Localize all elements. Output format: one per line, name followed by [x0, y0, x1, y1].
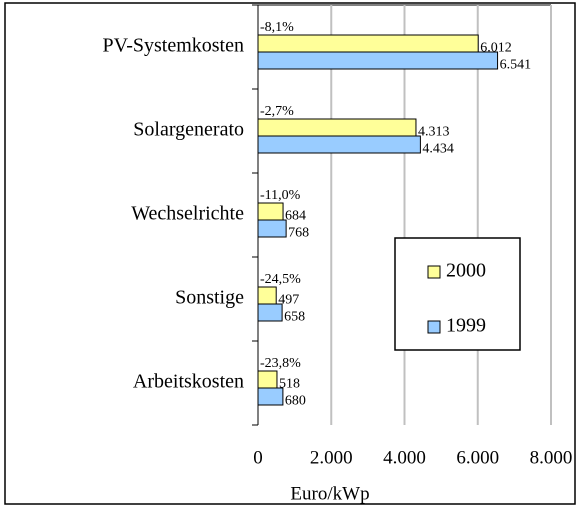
bar	[257, 219, 287, 238]
x-tick-label: 8.000	[530, 447, 573, 468]
x-tick-label: 4.000	[383, 447, 426, 468]
annotation: -11,0%	[260, 188, 301, 203]
y-tick-label: Solargenerato	[133, 119, 244, 141]
value-label: 680	[285, 394, 306, 409]
legend-label: 1999	[446, 315, 486, 337]
value-label: 4.313	[418, 125, 450, 140]
bar	[257, 387, 284, 406]
legend-box	[394, 237, 521, 351]
bar	[257, 51, 499, 70]
annotation: -23,8%	[260, 356, 301, 371]
bar	[257, 135, 421, 154]
x-axis-label: Euro/kWp	[290, 483, 369, 504]
value-label: 4.434	[422, 142, 454, 157]
value-label: 768	[288, 226, 309, 241]
legend-swatch	[427, 320, 441, 334]
y-tick-label: PV-Systemkosten	[102, 35, 244, 57]
value-label: 497	[278, 293, 299, 308]
annotation: -2,7%	[260, 104, 294, 119]
y-tick-label: Arbeitskosten	[133, 371, 244, 393]
frame	[4, 2, 576, 505]
annotation: -24,5%	[260, 272, 301, 287]
x-tick-label: 6.000	[456, 447, 499, 468]
value-label: 684	[285, 209, 306, 224]
value-label: 518	[279, 377, 300, 392]
bar	[257, 202, 284, 221]
bar	[257, 34, 479, 53]
bar	[257, 286, 277, 305]
value-label: 658	[284, 310, 305, 325]
annotation: -8,1%	[260, 20, 294, 35]
y-tick-label: Wechselrichte	[131, 203, 244, 225]
value-label: 6.541	[500, 58, 531, 73]
legend-label: 2000	[446, 260, 486, 282]
legend-swatch	[427, 265, 441, 279]
bar	[257, 118, 417, 137]
bar	[257, 370, 278, 389]
x-tick-label: 2.000	[310, 447, 353, 468]
bar	[257, 303, 283, 322]
x-tick-label: 0	[253, 447, 263, 468]
y-tick-label: Sonstige	[175, 287, 244, 309]
